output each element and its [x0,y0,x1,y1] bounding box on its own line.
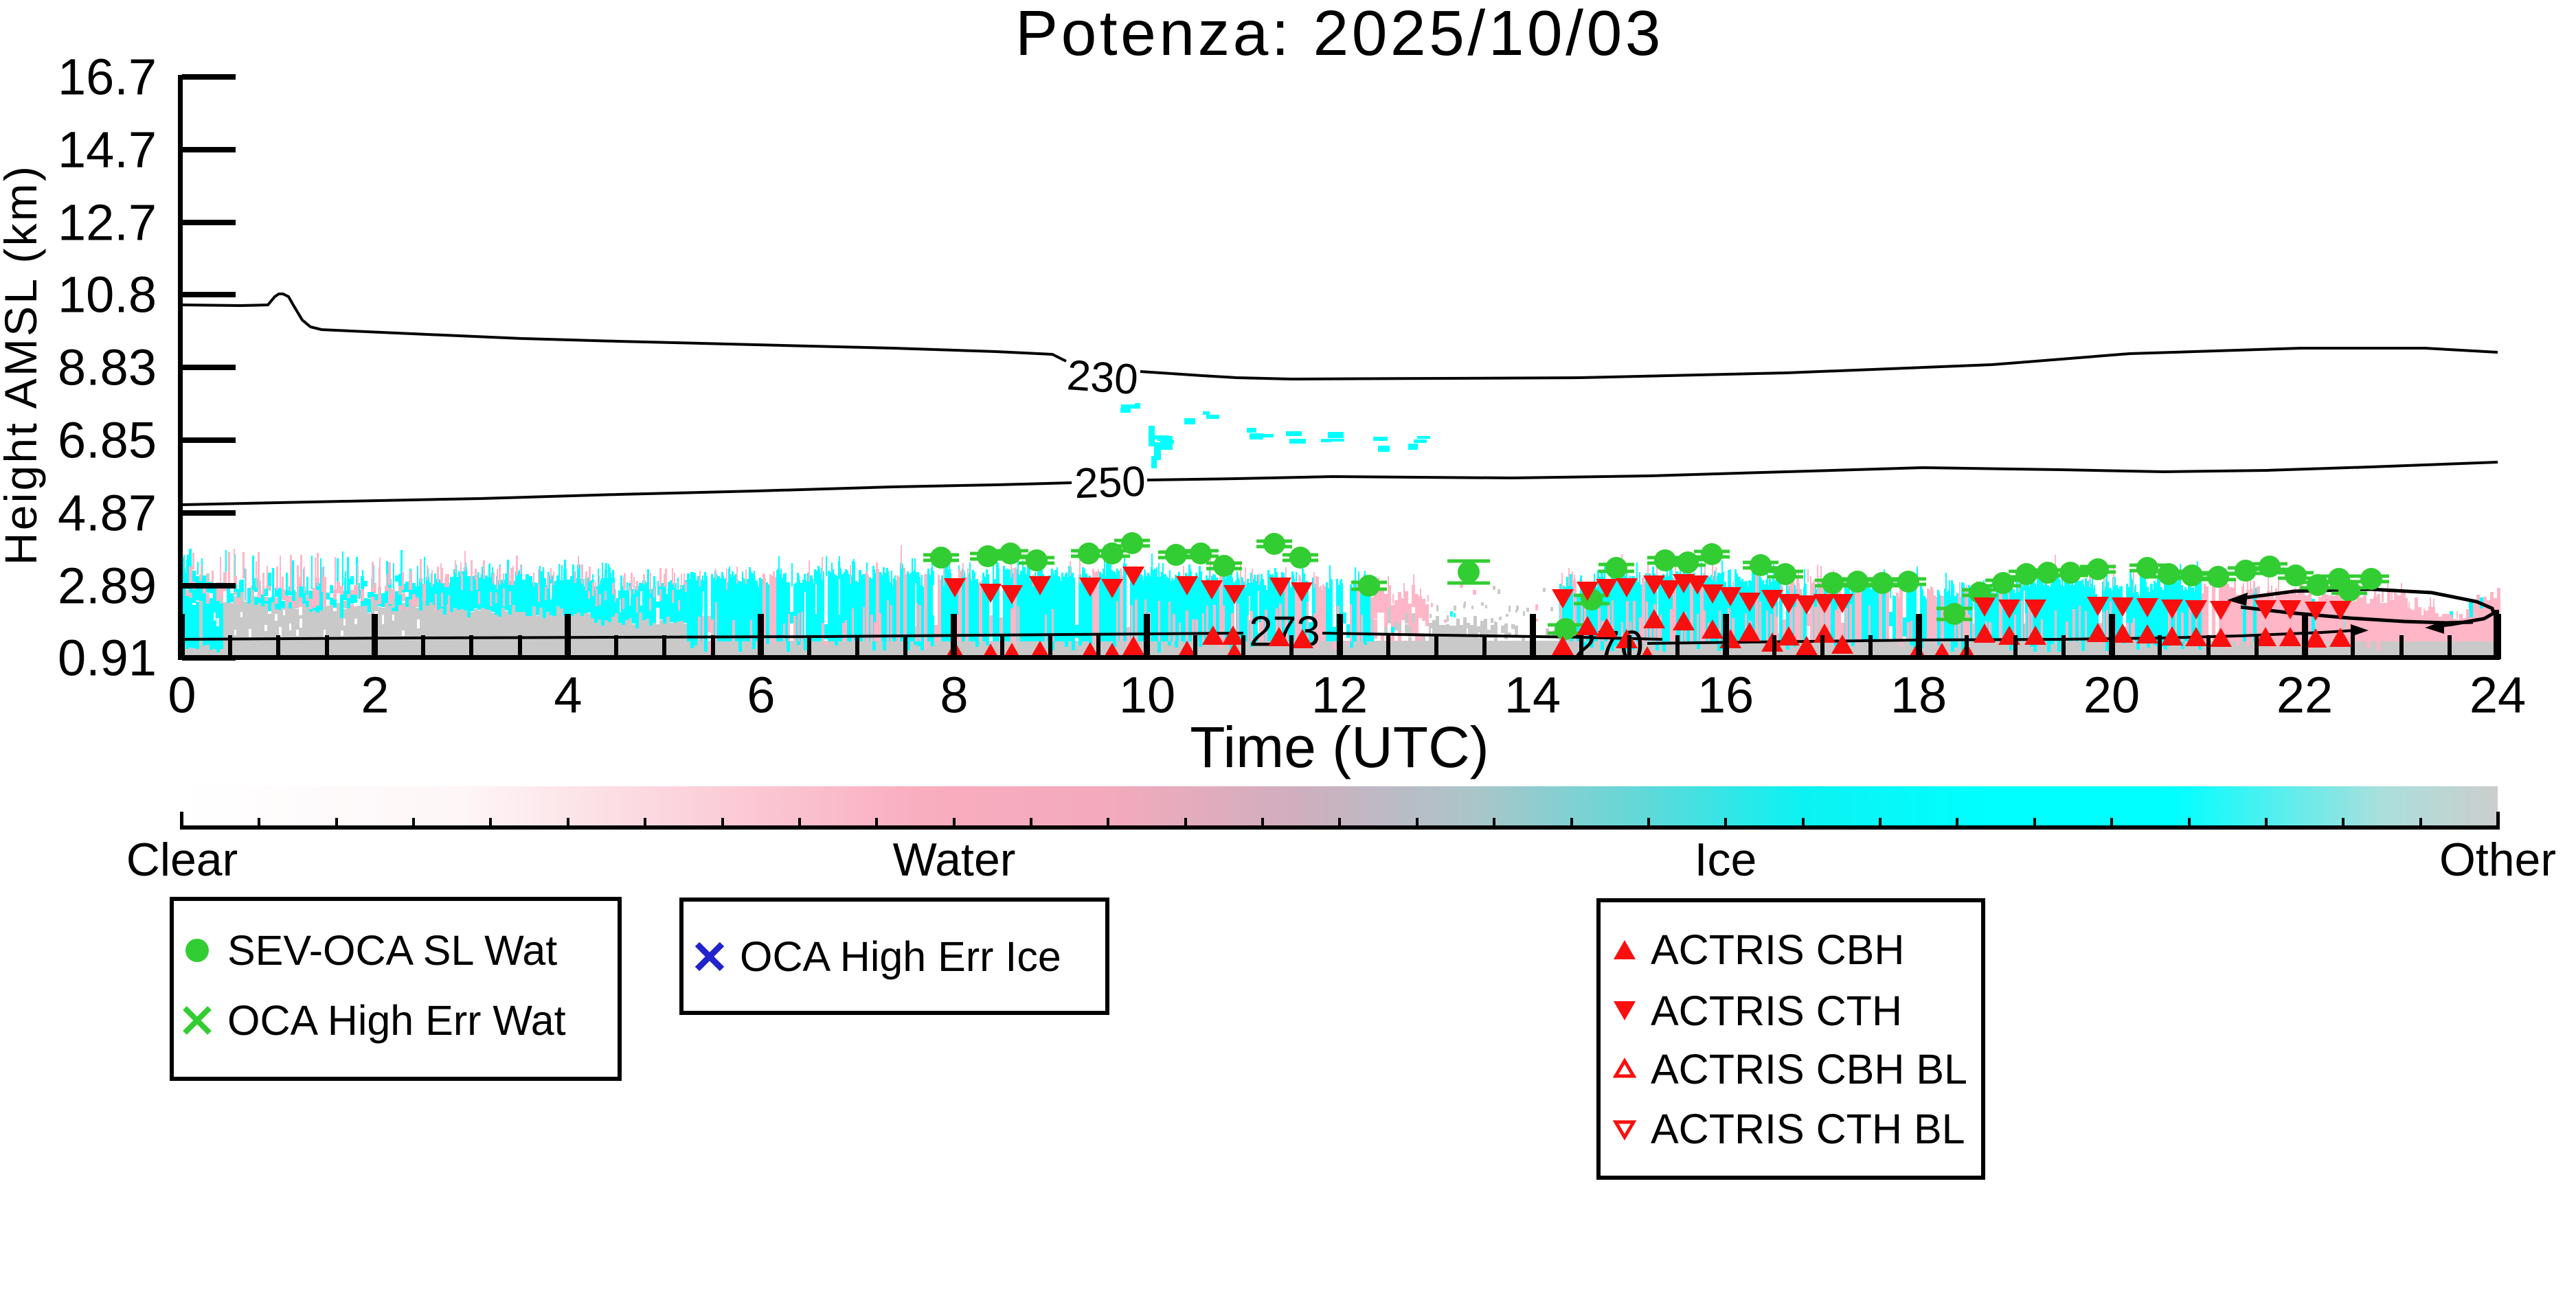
svg-text:22: 22 [2276,667,2333,724]
svg-text:14: 14 [1504,667,1561,724]
svg-text:8.83: 8.83 [58,339,157,396]
svg-text:14.7: 14.7 [58,122,157,179]
svg-text:OCA High Err Ice: OCA High Err Ice [740,933,1061,980]
svg-text:OCA High Err Wat: OCA High Err Wat [227,997,566,1044]
svg-text:ACTRIS CBH BL: ACTRIS CBH BL [1651,1046,1967,1093]
svg-text:Time (UTC): Time (UTC) [1190,715,1489,779]
svg-text:Other: Other [2439,834,2556,886]
svg-text:250: 250 [1074,458,1146,508]
svg-text:6.85: 6.85 [58,412,157,469]
svg-text:18: 18 [1890,667,1947,724]
svg-text:6: 6 [747,667,775,724]
svg-text:12.7: 12.7 [58,194,157,251]
svg-text:10.8: 10.8 [58,266,157,323]
svg-text:8: 8 [940,667,968,724]
svg-text:273: 273 [1249,608,1320,656]
svg-text:4: 4 [554,667,582,724]
svg-text:Height AMSL (km): Height AMSL (km) [0,164,46,565]
svg-text:24: 24 [2470,667,2526,724]
svg-text:ACTRIS CTH BL: ACTRIS CTH BL [1651,1106,1965,1152]
svg-text:ACTRIS CBH: ACTRIS CBH [1651,926,1904,973]
svg-text:ACTRIS CTH: ACTRIS CTH [1651,987,1902,1034]
svg-text:Potenza: 2025/10/03: Potenza: 2025/10/03 [1015,0,1664,69]
svg-text:Water: Water [893,834,1016,886]
svg-text:4.87: 4.87 [58,485,157,542]
svg-text:12: 12 [1311,667,1368,724]
svg-text:2.89: 2.89 [58,558,157,615]
svg-text:SEV-OCA SL Wat: SEV-OCA SL Wat [227,927,557,974]
svg-text:0: 0 [168,667,196,724]
svg-text:Clear: Clear [126,834,238,886]
svg-text:230: 230 [1065,352,1140,404]
svg-text:16: 16 [1697,667,1754,724]
svg-text:0.91: 0.91 [58,630,157,687]
svg-text:16.7: 16.7 [58,49,157,106]
svg-text:2: 2 [361,667,389,724]
svg-text:Ice: Ice [1695,834,1757,886]
svg-text:10: 10 [1119,667,1175,724]
svg-text:20: 20 [2083,667,2140,724]
